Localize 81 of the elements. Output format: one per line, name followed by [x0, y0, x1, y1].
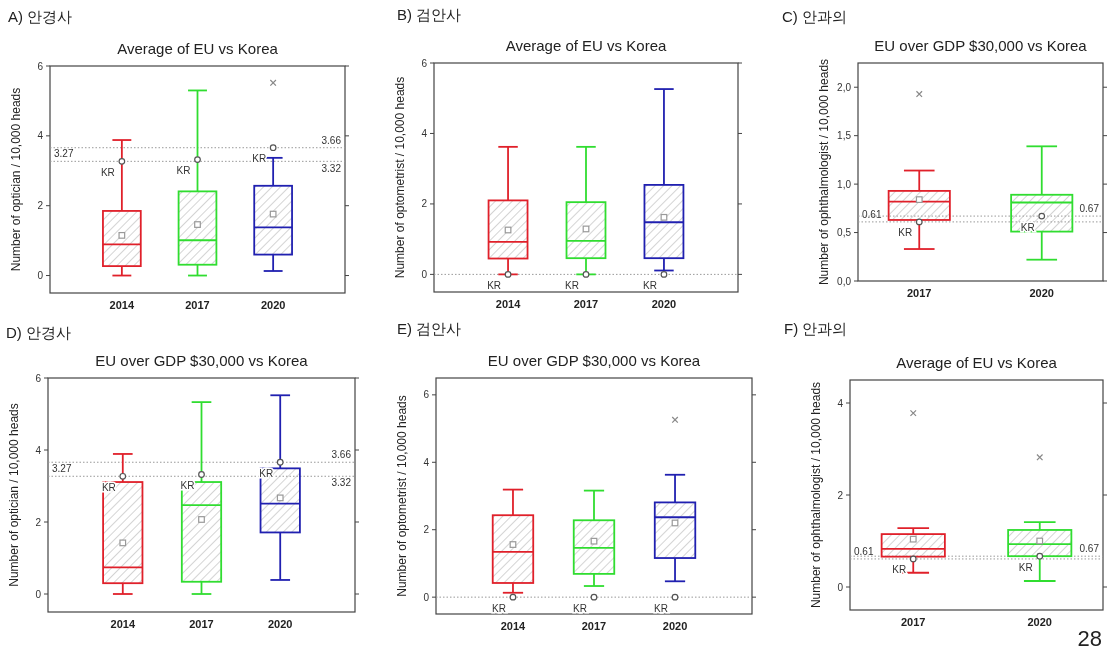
x-tick-label: 2017 [901, 616, 926, 628]
chart-title: A) 안경사 [8, 8, 73, 25]
y-tick-label: 2 [421, 198, 428, 210]
y-tick-label: 2 [35, 516, 42, 528]
text: KR [565, 279, 579, 291]
y-tick-label: 6 [421, 57, 428, 69]
chart-title: E) 검안사 [397, 320, 462, 337]
ref-line-label: 0.67 [1079, 203, 1100, 215]
y-tick-label: 0,5 [837, 227, 852, 239]
text: KR [1020, 221, 1035, 233]
x-tick-label: 2017 [185, 299, 210, 311]
y-axis-title: Number of optometrist / 10,000 heads [395, 395, 409, 597]
ref-line-label: 3.27 [54, 148, 74, 160]
x-tick-label: 2014 [495, 298, 522, 310]
x-tick-label: 2020 [260, 299, 286, 311]
y-tick-label: 4 [423, 456, 430, 468]
text: KR [643, 279, 657, 291]
ref-line-label: 3.66 [321, 134, 342, 146]
chart-title: F) 안과의 [784, 320, 848, 337]
chart-subtitle: Average of EU vs Korea [117, 40, 279, 57]
y-tick-label: 2 [423, 524, 430, 536]
y-tick-label: 4 [837, 397, 844, 409]
x-tick-label: 2014 [500, 620, 527, 632]
y-tick-label: 0,0 [837, 275, 852, 287]
text: KR [492, 602, 506, 614]
text: 28 [1077, 626, 1102, 651]
x-tick-label: 2020 [1027, 616, 1052, 628]
text: KR [252, 153, 267, 165]
annotation: 3.32 [321, 162, 342, 174]
x-tick-label: 2014 [109, 299, 135, 311]
ref-line-label: 0.67 [1079, 543, 1100, 555]
y-tick-label: 0 [37, 270, 44, 282]
x-tick-label: 2020 [662, 620, 688, 632]
y-tick-label: 4 [35, 444, 42, 456]
x-tick-label: 2020 [1029, 287, 1054, 299]
x-tick-label: 2017 [189, 618, 214, 630]
x-tick-label: 2014 [110, 618, 136, 630]
chart-subtitle: EU over GDP $30,000 vs Korea [95, 352, 309, 369]
y-tick-label: 2 [37, 200, 44, 212]
y-tick-label: 2,0 [837, 81, 852, 93]
x-tick-label: 2017 [573, 298, 599, 310]
x-tick-label: 2020 [651, 298, 677, 310]
y-axis-title: Number of optometrist / 10,000 heads [393, 76, 407, 279]
chart-title: C) 안과의 [782, 8, 847, 25]
y-axis-title: Number of optician / 10,000 heads [7, 403, 21, 587]
x-tick-label: 2020 [267, 618, 293, 630]
y-tick-label: 6 [423, 389, 430, 401]
y-tick-label: 0 [423, 591, 430, 603]
ref-line-label: 0.61 [862, 208, 882, 220]
x-tick-label: 2017 [907, 287, 932, 299]
chart-subtitle: Average of EU vs Korea [505, 37, 667, 54]
y-tick-label: 1,0 [837, 178, 852, 190]
y-tick-label: 6 [35, 372, 42, 384]
text: KR [176, 165, 191, 177]
y-tick-label: 4 [421, 127, 428, 139]
text: KR [654, 602, 669, 614]
y-tick-label: 0 [421, 268, 428, 280]
y-tick-label: 6 [37, 60, 44, 72]
y-axis-title: Number of ophthalmologist / 10,000 heads [817, 58, 831, 286]
ref-line-label: 3.27 [52, 463, 72, 475]
y-tick-label: 4 [37, 130, 44, 142]
chart-subtitle: EU over GDP $30,000 vs Korea [487, 352, 701, 369]
text: KR [100, 166, 115, 178]
y-tick-label: 1,5 [837, 130, 852, 142]
y-tick-label: 2 [837, 489, 844, 501]
chart-subtitle: Average of EU vs Korea [896, 354, 1058, 371]
text: KR [1018, 561, 1033, 573]
y-axis-title: Number of optician / 10,000 heads [9, 87, 23, 272]
x-tick-label: 2017 [581, 620, 607, 632]
text: KR [573, 602, 587, 614]
chart-title: B) 검안사 [397, 6, 462, 23]
ref-line-label: 0.61 [854, 545, 874, 557]
ref-line-label: 3.66 [331, 449, 352, 461]
y-tick-label: 0 [837, 581, 844, 593]
chart-title: D) 안경사 [6, 324, 71, 341]
text: KR [487, 279, 502, 291]
y-tick-label: 0 [35, 588, 42, 600]
y-axis-title: Number of ophthalmologist / 10,000 heads [809, 381, 823, 609]
annotation: 3.32 [331, 477, 352, 489]
chart-subtitle: EU over GDP $30,000 vs Korea [874, 37, 1088, 54]
text: KR [898, 227, 913, 239]
